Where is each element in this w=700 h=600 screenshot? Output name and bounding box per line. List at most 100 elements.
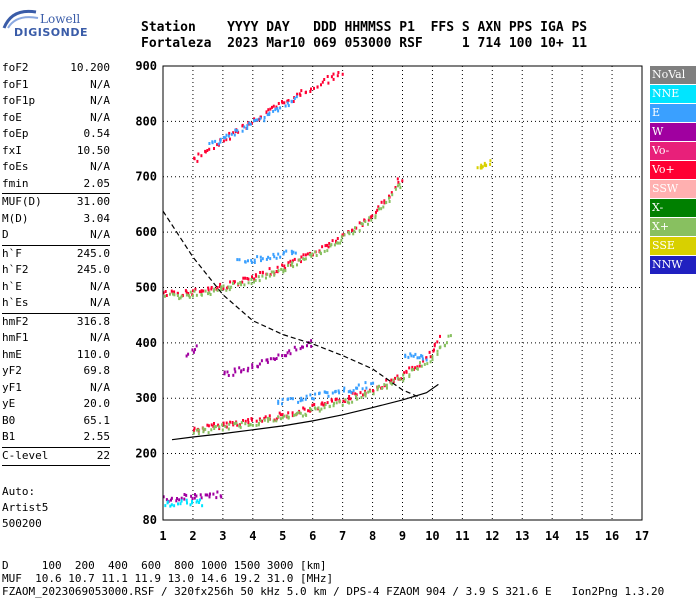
echo-mark [348,401,351,405]
echo-mark [476,166,479,170]
echo-mark [310,344,313,348]
echo-mark [422,359,425,363]
echo-mark [342,399,345,403]
echo-mark [321,245,324,249]
echo-mark [431,358,434,362]
echo-mark [247,277,250,281]
echo-mark [410,368,413,372]
echo-mark [247,259,249,263]
echo-mark [261,419,264,423]
param-row: hmE 110.0 [2,347,110,364]
echo-mark [335,241,338,245]
echo-mark [270,270,273,274]
echo-mark [228,422,231,426]
echo-mark [338,399,341,403]
legend-item: W [650,123,696,141]
param-value: 10.50 [76,143,110,157]
legend-item: E [650,104,696,122]
echo-mark [286,101,289,105]
echo-mark [233,422,236,426]
echo-mark [358,229,361,233]
echo-mark [185,354,188,358]
echo-mark [443,343,446,347]
echo-mark [425,356,428,360]
echo-mark [172,292,174,296]
echo-mark [215,496,218,500]
echo-mark [304,257,307,261]
echo-mark [390,191,393,195]
echo-mark [238,258,241,262]
echo-mark [282,270,285,274]
echo-mark [246,277,249,280]
echo-mark [173,290,176,294]
echo-mark [436,340,439,344]
param-name: B0 [2,413,16,427]
echo-mark [326,391,329,395]
echo-mark [313,86,315,90]
echo-mark [315,254,318,257]
echo-mark [302,406,305,410]
echo-mark [281,100,283,103]
echo-mark [173,293,176,297]
x-tick-label: 1 [159,529,166,543]
echo-mark [219,140,222,144]
legend-item: Vo+ [650,161,696,179]
param-value: N/A [90,279,110,293]
y-tick-label: 400 [135,336,157,350]
echo-mark [388,200,391,203]
echo-mark [202,430,205,434]
echo-mark [291,252,294,256]
echo-mark [275,419,278,423]
echo-mark [428,350,431,354]
echo-mark [194,348,196,352]
echo-mark [184,289,187,293]
echo-mark [277,102,280,105]
echo-mark [244,419,247,423]
param-value: 65.1 [83,413,111,427]
echo-mark [207,286,210,290]
param-name: foF1 [2,77,29,91]
echo-mark [302,253,305,257]
echo-mark [253,119,256,123]
echo-mark [397,181,400,184]
echo-mark [258,362,261,366]
echo-mark [300,255,303,259]
echo-mark [247,418,250,422]
echo-mark [233,367,236,371]
echo-mark [302,345,304,349]
echo-mark [253,117,256,121]
echo-mark [254,118,257,122]
param-row: h`E N/A [2,279,110,296]
echo-mark [357,383,360,387]
echo-mark [391,193,394,197]
echo-mark [265,257,268,261]
chart-marks [162,71,492,508]
echo-mark [253,258,256,262]
param-name: h`F [2,246,22,260]
echo-mark [330,75,333,79]
echo-mark [336,74,339,78]
echo-mark [257,275,260,279]
param-value: N/A [90,331,110,344]
echo-mark [361,387,364,391]
echo-mark [250,282,253,286]
echo-mark [446,341,448,345]
echo-mark [383,199,386,203]
echo-mark [227,374,230,377]
echo-mark [405,370,408,374]
echo-mark [314,250,317,254]
echo-mark [247,421,250,424]
param-value: 10.200 [70,61,110,74]
legend-item: NNW [650,256,696,274]
scaled-parameters-panel: foF2 10.200 foF1 N/A foF1p N/A foE N/A foEp 0.54 f… [2,60,110,466]
echo-mark [250,261,253,264]
echo-mark [323,78,326,81]
echo-mark [251,366,254,370]
echo-mark [372,389,375,393]
echo-mark [350,391,353,394]
echo-mark [284,267,287,270]
echo-mark [261,271,264,275]
echo-mark [225,421,228,425]
echo-mark [310,87,312,91]
param-separator [2,465,110,466]
